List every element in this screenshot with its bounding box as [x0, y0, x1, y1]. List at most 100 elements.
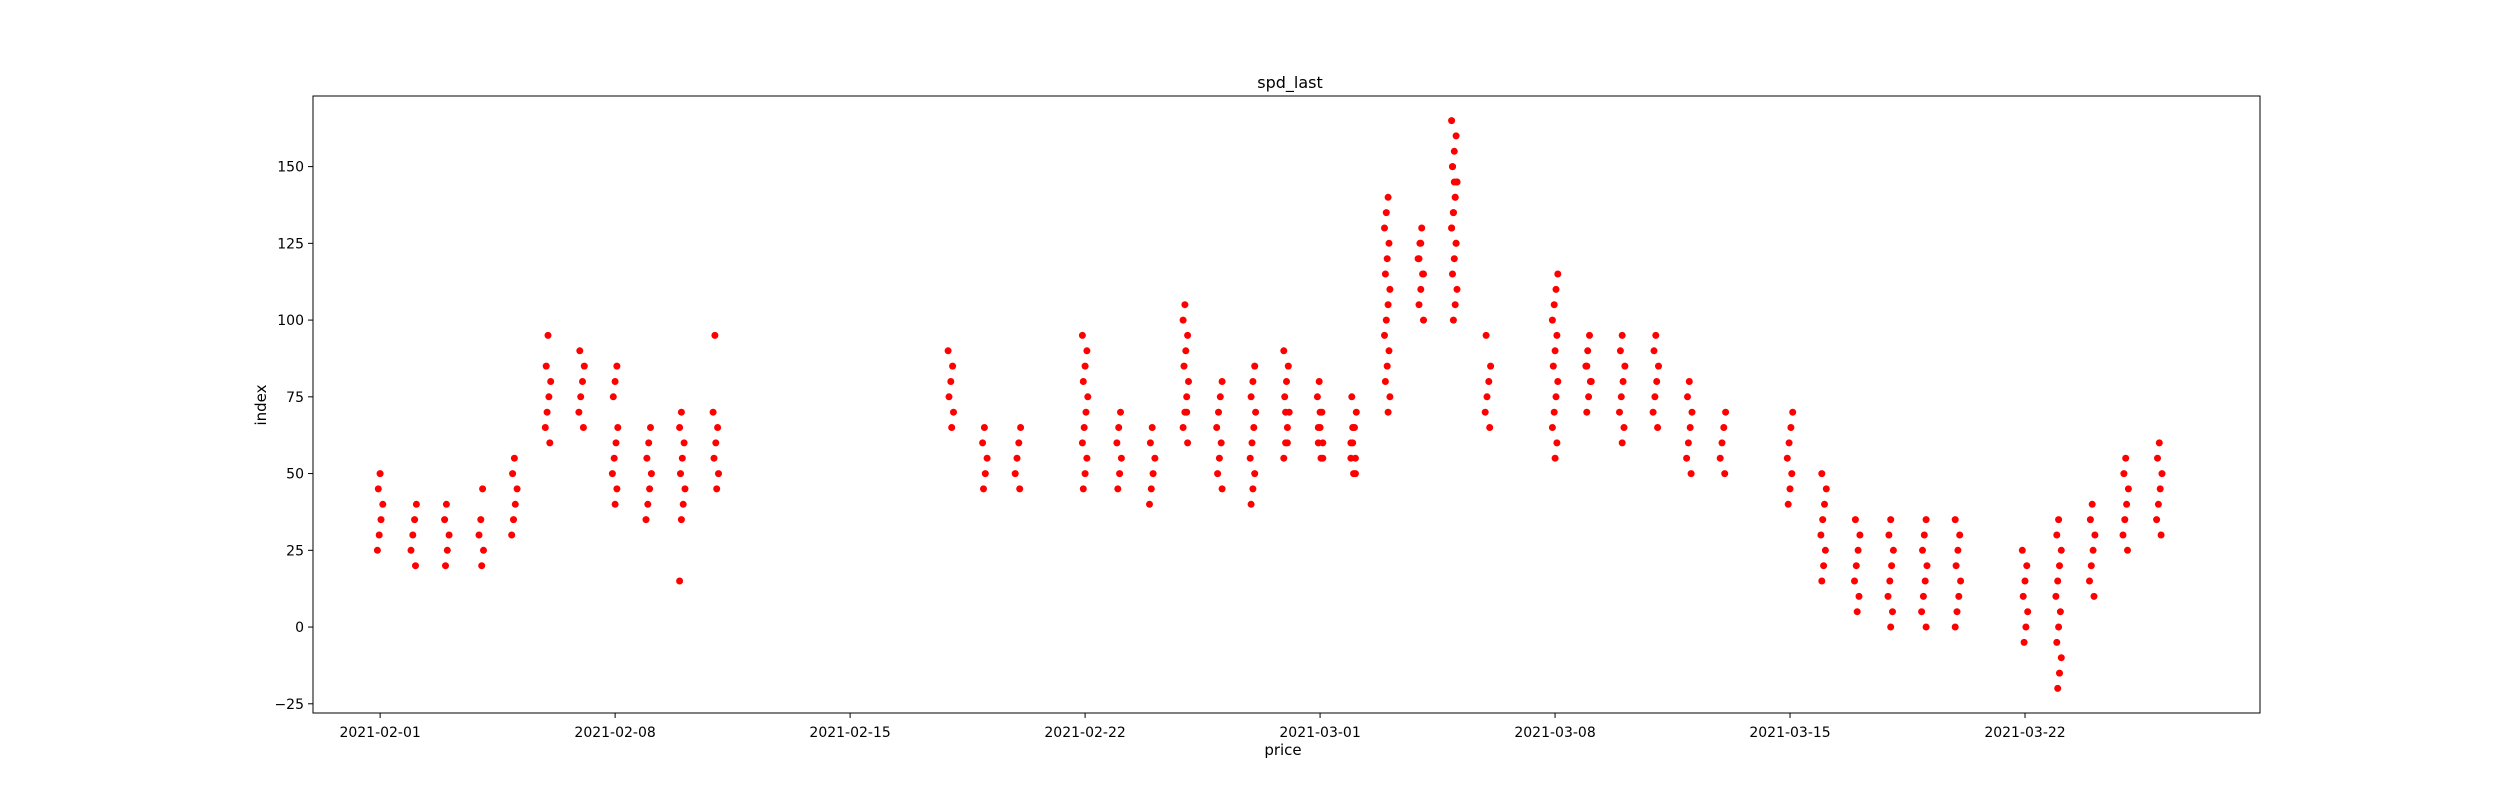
data-point: [443, 546, 451, 554]
data-point: [1654, 424, 1662, 431]
data-point: [944, 347, 952, 355]
data-point: [1583, 408, 1591, 416]
data-point: [1888, 562, 1896, 570]
data-point: [1722, 408, 1730, 416]
data-point: [947, 378, 955, 385]
data-point: [1449, 316, 1457, 324]
data-point: [2154, 500, 2162, 508]
data-point: [1487, 362, 1495, 370]
data-point: [478, 562, 486, 570]
data-point: [2124, 546, 2131, 554]
data-point: [1247, 500, 1255, 508]
data-point: [1551, 454, 1559, 462]
data-point: [1214, 470, 1222, 478]
data-point: [2122, 454, 2130, 462]
data-point: [1951, 516, 1959, 524]
data-point: [1819, 516, 1827, 524]
data-point: [679, 500, 687, 508]
data-point: [445, 531, 453, 539]
data-point: [1383, 362, 1391, 370]
data-point: [1381, 270, 1389, 278]
data-point: [678, 454, 686, 462]
data-point: [981, 470, 989, 478]
data-point: [1315, 378, 1323, 385]
y-tick-label: 25: [286, 543, 304, 559]
data-point: [1215, 454, 1223, 462]
data-point: [2022, 623, 2030, 631]
data-point: [2055, 516, 2063, 524]
data-point: [1215, 408, 1222, 416]
data-point: [1317, 454, 1325, 462]
y-tick-label: 100: [277, 313, 304, 329]
data-point: [2052, 592, 2060, 600]
data-point: [1919, 546, 1926, 554]
data-point: [644, 500, 652, 508]
data-point: [1011, 470, 1019, 478]
data-point: [1252, 408, 1260, 416]
data-point: [1385, 239, 1393, 247]
data-point: [407, 546, 415, 554]
data-point: [2053, 638, 2061, 646]
data-point: [1554, 378, 1562, 385]
data-point: [1116, 470, 1124, 478]
data-point: [613, 362, 621, 370]
data-point: [475, 531, 483, 539]
data-point: [509, 470, 517, 478]
data-point: [1417, 285, 1425, 293]
data-point: [1851, 516, 1859, 524]
data-point: [1185, 378, 1192, 385]
data-point: [1420, 270, 1427, 278]
data-point: [1821, 546, 1829, 554]
data-point: [1952, 562, 1960, 570]
data-point: [610, 454, 618, 462]
data-point: [1923, 562, 1931, 570]
data-point: [1381, 331, 1388, 339]
data-point: [1284, 362, 1292, 370]
data-point: [2088, 500, 2096, 508]
data-point: [1786, 485, 1794, 493]
data-point: [1384, 301, 1392, 309]
data-point: [1149, 470, 1157, 478]
data-point: [945, 393, 953, 401]
data-point: [2057, 654, 2065, 662]
x-tick-label: 2021-03-15: [1749, 725, 1830, 741]
data-point: [1652, 331, 1660, 339]
data-point: [1449, 209, 1457, 217]
data-point: [1620, 424, 1628, 431]
data-point: [2153, 516, 2161, 524]
data-point: [2056, 562, 2063, 570]
data-point: [1549, 362, 1557, 370]
data-point: [643, 454, 651, 462]
data-point: [2054, 684, 2062, 692]
data-point: [1787, 424, 1795, 431]
data-point: [677, 408, 685, 416]
data-point: [2086, 577, 2093, 585]
data-point: [1148, 424, 1156, 431]
data-point: [1216, 393, 1224, 401]
data-point: [1785, 439, 1793, 447]
data-point: [681, 485, 689, 493]
data-point: [710, 454, 718, 462]
data-point: [1887, 516, 1895, 524]
data-point: [1449, 163, 1456, 171]
data-point: [1415, 255, 1423, 263]
data-point: [1384, 408, 1392, 416]
data-point: [709, 408, 717, 416]
data-point: [1381, 378, 1389, 385]
data-point: [1147, 485, 1155, 493]
data-point: [377, 516, 385, 524]
data-point: [1213, 424, 1221, 431]
data-point: [1650, 347, 1658, 355]
data-point: [1184, 439, 1192, 447]
data-point: [1015, 439, 1023, 447]
data-point: [1319, 439, 1327, 447]
data-point: [1113, 439, 1121, 447]
data-point: [1448, 224, 1456, 232]
data-point: [1184, 331, 1192, 339]
data-point: [1886, 577, 1894, 585]
data-point: [2155, 439, 2163, 447]
data-point: [715, 470, 722, 478]
data-point: [1383, 255, 1391, 263]
data-point: [412, 562, 419, 570]
data-point: [1084, 393, 1092, 401]
